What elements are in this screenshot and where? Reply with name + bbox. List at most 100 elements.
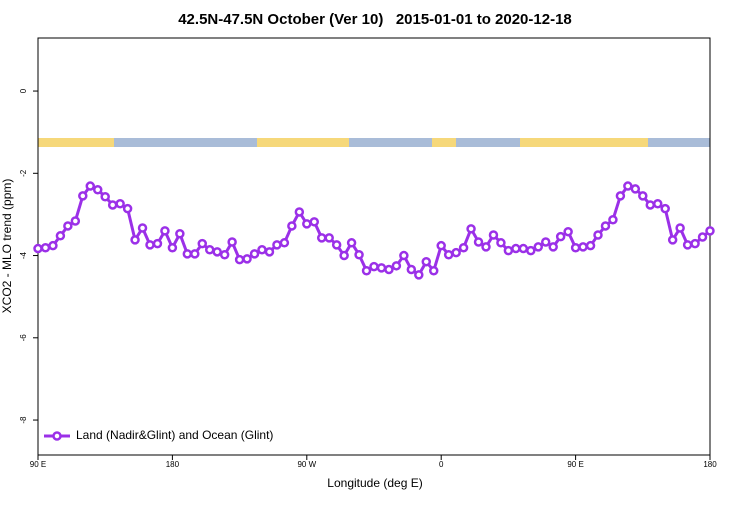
data-point <box>279 238 290 248</box>
data-point <box>115 198 125 209</box>
x-tick-label: 180 <box>166 460 180 469</box>
data-point <box>443 249 454 260</box>
data-point <box>399 250 409 261</box>
ocean-band <box>38 138 710 147</box>
data-point <box>70 216 81 226</box>
data-point <box>219 249 230 260</box>
legend-label: Land (Nadir&Glint) and Ocean (Glint) <box>76 428 273 442</box>
data-point <box>608 215 618 225</box>
data-point <box>316 233 327 243</box>
x-tick-label: 180 <box>703 460 717 469</box>
data-point <box>615 191 626 201</box>
data-point <box>63 221 73 231</box>
data-point <box>466 224 476 234</box>
data-point <box>48 240 58 251</box>
data-point <box>302 219 312 229</box>
data-point <box>85 181 96 191</box>
data-point <box>503 245 514 256</box>
land-band <box>432 138 456 147</box>
data-point <box>645 200 656 210</box>
x-tick-label: 90 W <box>297 460 316 469</box>
data-point <box>78 191 88 201</box>
data-point <box>623 181 633 191</box>
data-point <box>137 223 148 233</box>
data-point <box>667 235 678 245</box>
data-point <box>130 235 140 245</box>
data-point <box>406 264 417 275</box>
data-point <box>391 261 402 271</box>
data-point <box>287 221 297 231</box>
data-point <box>563 226 573 237</box>
x-tick-label: 90 E <box>567 460 583 469</box>
data-point <box>152 238 163 249</box>
y-axis-label: XCO2 - MLO trend (ppm) <box>0 179 14 314</box>
data-point <box>585 240 596 251</box>
data-point <box>451 247 461 258</box>
data-point <box>309 217 320 227</box>
data-point <box>682 240 693 250</box>
data-point <box>496 238 506 248</box>
data-point <box>630 184 641 194</box>
data-point <box>354 249 364 260</box>
x-axis-label: Longitude (deg E) <box>327 476 422 490</box>
data-point <box>369 261 379 272</box>
data-point <box>518 243 529 254</box>
data-point <box>55 231 66 241</box>
data-point <box>122 203 133 214</box>
y-tick-label: 0 <box>19 88 28 93</box>
data-point <box>204 245 215 255</box>
y-tick-label: -2 <box>19 169 28 177</box>
data-point <box>257 245 267 255</box>
chart-title: 42.5N-47.5N October (Ver 10) 2015-01-01 … <box>178 11 572 28</box>
data-point <box>473 237 484 247</box>
data-point <box>697 232 708 242</box>
data-point <box>376 263 387 273</box>
data-point <box>600 221 611 231</box>
data-point <box>234 254 245 265</box>
data-point <box>242 254 252 264</box>
data-point <box>40 242 51 253</box>
data-point <box>481 242 491 252</box>
land-band <box>38 138 114 147</box>
data-point <box>638 191 648 201</box>
land-ocean-strip <box>38 138 710 147</box>
data-point <box>175 229 185 239</box>
data-point <box>100 191 110 202</box>
data-point <box>511 243 521 254</box>
data-point <box>540 237 551 247</box>
data-point <box>675 223 685 233</box>
data-point <box>346 238 357 248</box>
data-point <box>488 230 499 240</box>
data-point <box>428 266 439 276</box>
data-point <box>33 243 43 254</box>
data-point <box>167 242 178 253</box>
data-point <box>458 242 469 253</box>
data-point <box>436 240 446 251</box>
data-point <box>197 238 208 249</box>
y-tick-label: -6 <box>19 334 28 342</box>
data-point <box>331 240 342 250</box>
data-point <box>593 230 603 240</box>
land-band <box>520 138 648 147</box>
data-point <box>555 231 566 242</box>
data-point <box>660 203 670 214</box>
data-point <box>160 226 170 236</box>
data-point <box>421 256 432 267</box>
data-point <box>212 247 222 257</box>
data-point <box>570 242 581 253</box>
land-band <box>257 138 349 147</box>
data-point <box>294 207 305 217</box>
y-tick-label: -4 <box>19 251 28 259</box>
y-tick-label: -8 <box>19 416 28 424</box>
legend-marker <box>52 431 62 441</box>
data-point <box>145 240 155 250</box>
data-point <box>272 240 282 250</box>
plot-frame <box>37 37 711 456</box>
data-point <box>190 249 200 259</box>
data-point <box>92 184 103 195</box>
x-tick-label: 0 <box>439 460 444 469</box>
data-point <box>526 245 536 256</box>
data-point <box>533 242 544 252</box>
data-point <box>324 233 334 243</box>
